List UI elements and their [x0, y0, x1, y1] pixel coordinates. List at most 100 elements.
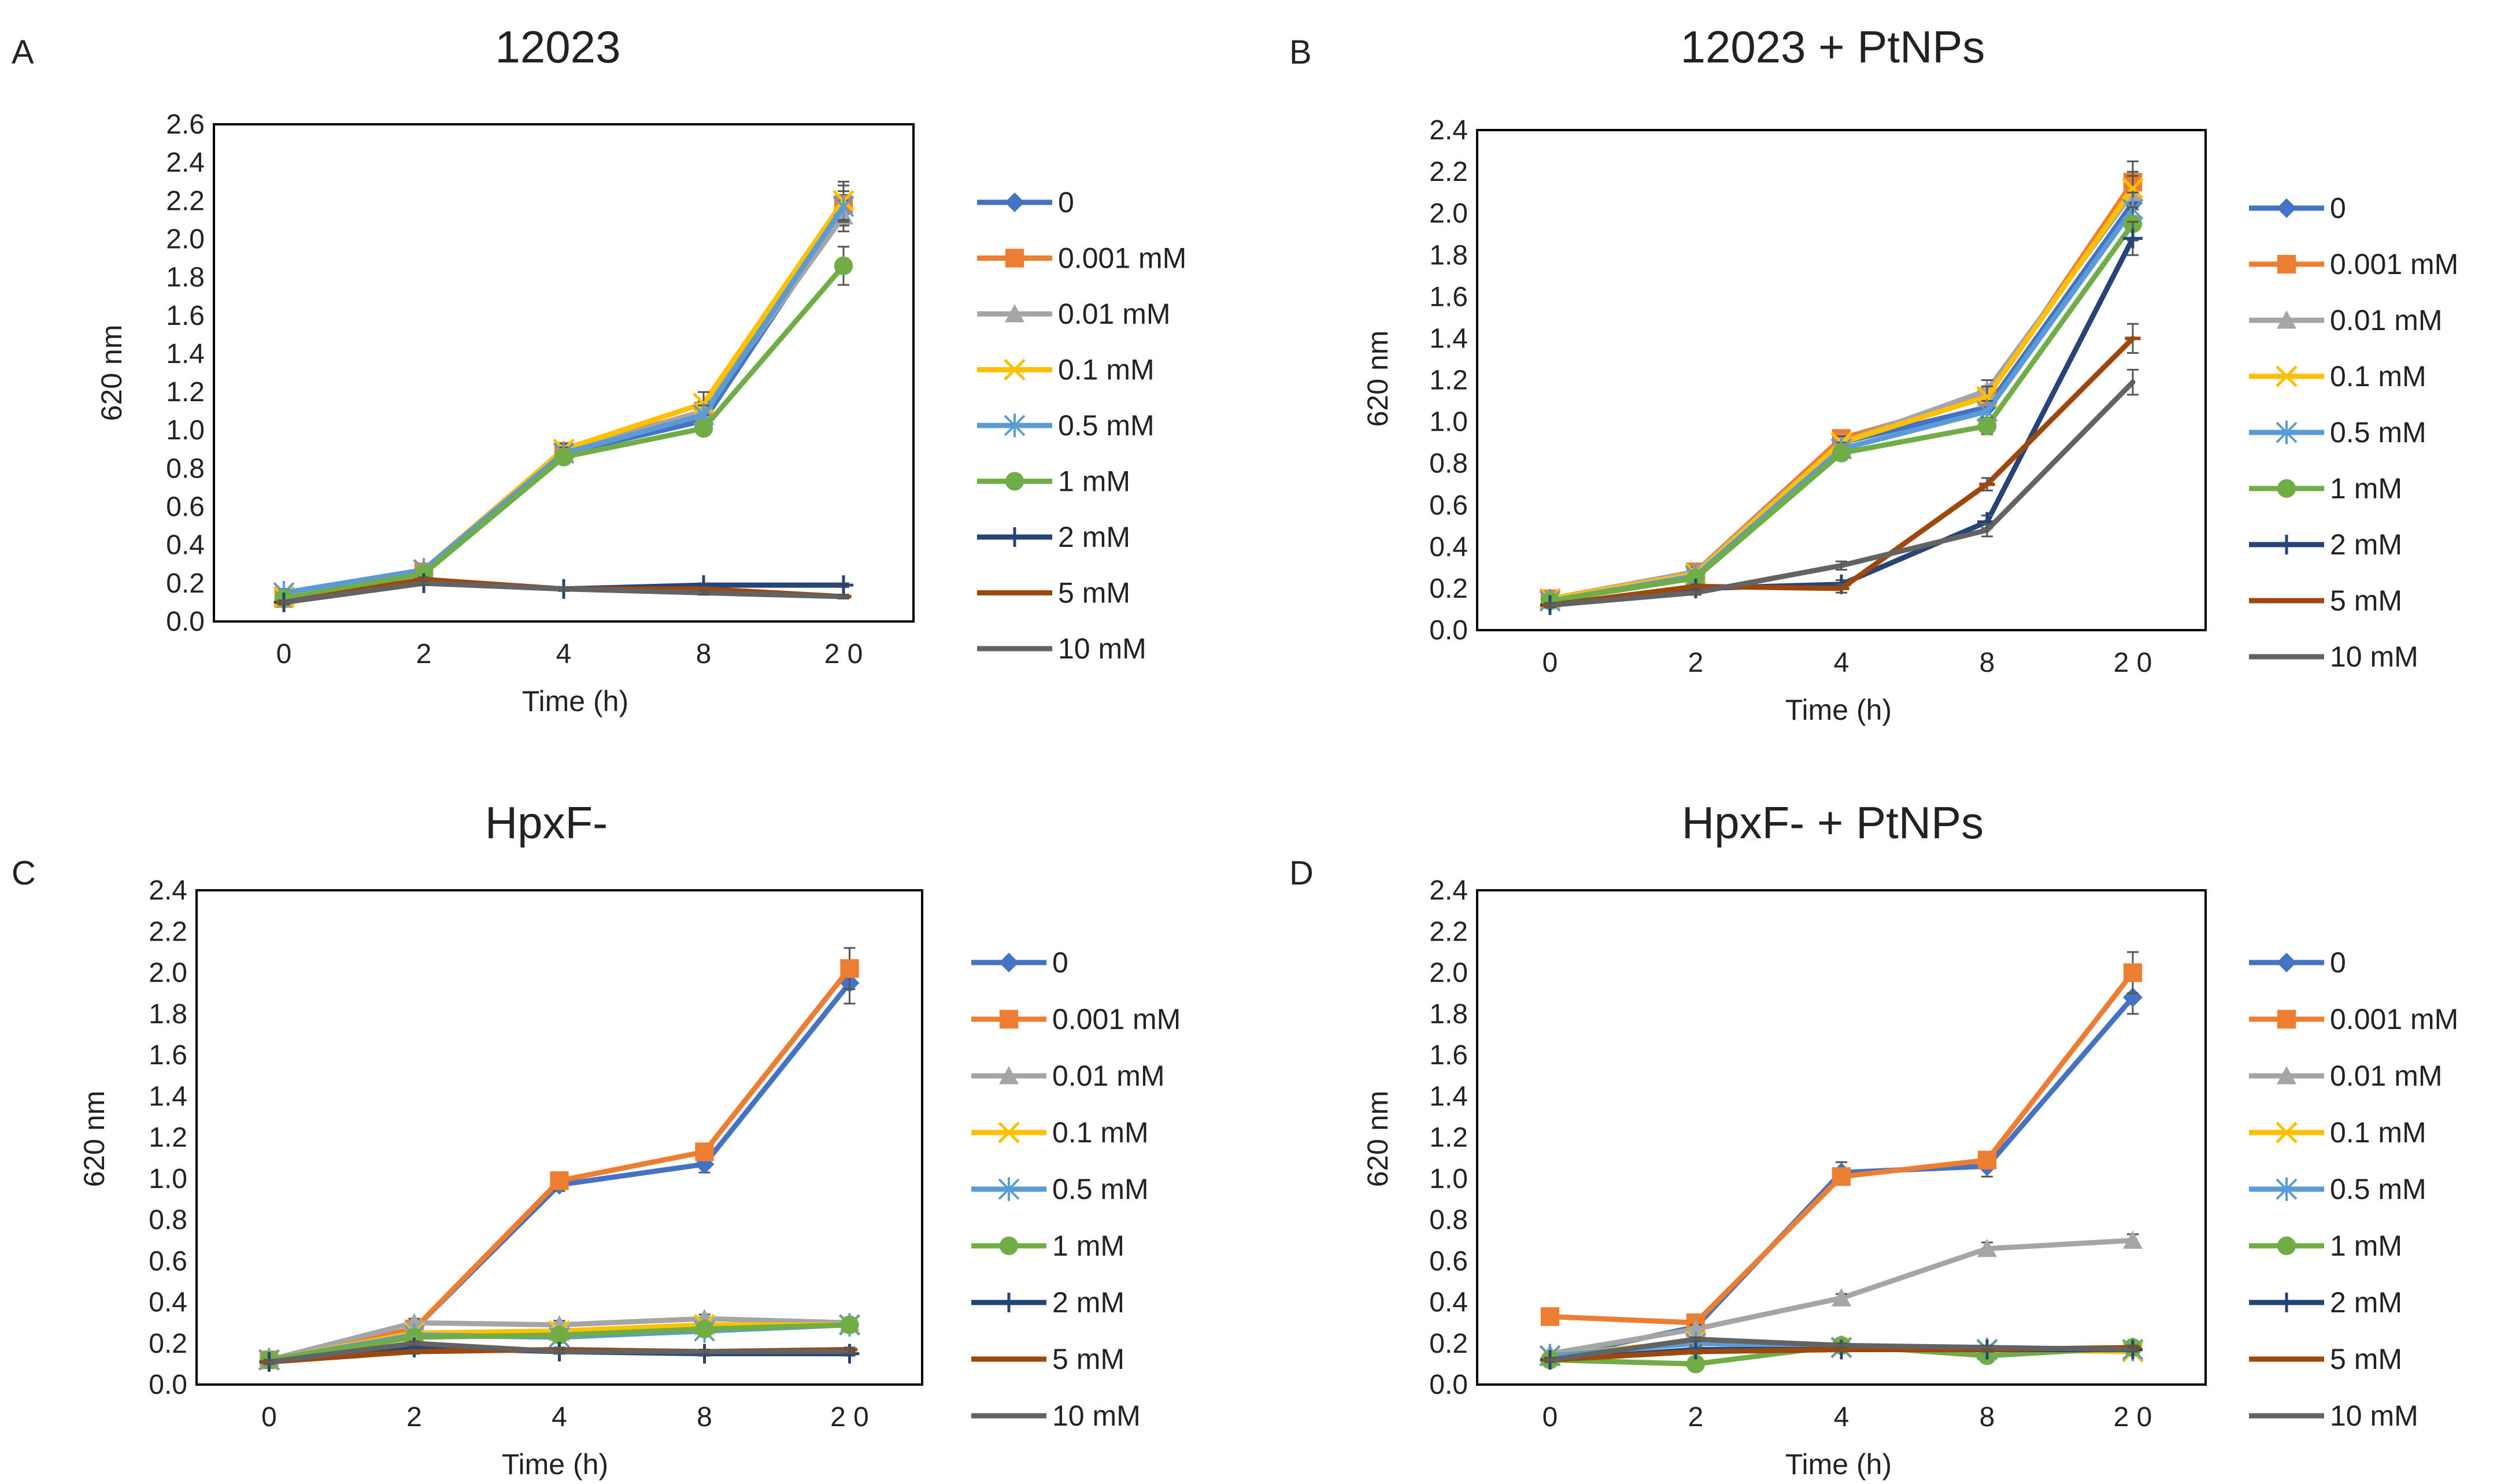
error-bar: [278, 599, 290, 605]
x-tick-label: 8: [1980, 1402, 1995, 1433]
x-tick-label: 2 0: [2114, 647, 2152, 678]
y-tick-label: 0.0: [1429, 615, 1468, 646]
y-tick-label: 2.0: [166, 224, 205, 254]
x-tick-labels: 0 2 4 8 2 0: [261, 1402, 869, 1433]
panel-letter: C: [12, 854, 36, 892]
legend-label: 0.01 mM: [2330, 304, 2443, 336]
y-tick-label: 0.6: [1429, 490, 1468, 521]
legend-item: 10 mM: [971, 1400, 1141, 1432]
legend-label: 0.001 mM: [1052, 1003, 1181, 1035]
y-tick-label: 1.8: [166, 262, 205, 293]
legend-marker: [1004, 413, 1026, 438]
legend-item: 2 mM: [2249, 528, 2402, 561]
legend-marker: [999, 1236, 1019, 1256]
series-9: [263, 1340, 856, 1365]
x-tick-label: 0: [1542, 647, 1558, 678]
y-tick-label: 0.2: [1429, 1328, 1468, 1359]
y-tick-label: 1.8: [149, 999, 187, 1030]
legend-label: 0.1 mM: [1058, 354, 1155, 386]
legend-label: 0.01 mM: [1052, 1060, 1165, 1092]
y-tick-label: 1.8: [1429, 999, 1468, 1030]
legend-item: 10 mM: [2249, 1400, 2418, 1432]
legend-item: 0.01 mM: [2249, 1060, 2443, 1092]
y-tick-label: 0.0: [149, 1370, 187, 1400]
legend-marker: [2277, 953, 2296, 972]
y-tick-label: 2.4: [149, 875, 187, 906]
y-tick-label: 1.2: [149, 1123, 187, 1153]
panel-letter: D: [1289, 854, 1314, 892]
data-point: [1686, 1355, 1706, 1374]
legend-marker: [2277, 1293, 2296, 1312]
y-tick-label: 2.4: [166, 147, 205, 178]
data-point: [550, 1326, 569, 1345]
error-bar: [844, 1348, 856, 1355]
legend-label: 0: [1052, 946, 1068, 979]
x-tick-label: 2 0: [824, 639, 863, 669]
legend-item: 10 mM: [977, 632, 1146, 665]
y-tick-label: 1.2: [1429, 365, 1468, 396]
data-point: [695, 1319, 714, 1338]
legend-marker: [1005, 249, 1024, 268]
legend-label: 2 mM: [2330, 1286, 2402, 1319]
legend-label: 1 mM: [1052, 1230, 1124, 1262]
legend-item: 0.01 mM: [2249, 304, 2443, 336]
y-tick-label: 2.0: [1429, 198, 1468, 229]
legend-marker: [1005, 527, 1024, 547]
series-3: [1540, 1230, 2143, 1363]
legend-label: 10 mM: [1058, 632, 1146, 665]
y-tick-label: 1.2: [166, 377, 205, 408]
legend-item: 0: [971, 946, 1068, 979]
legend-item: 1 mM: [2249, 1230, 2402, 1262]
y-tick-label: 0.8: [1429, 449, 1468, 479]
data-point: [840, 1315, 859, 1334]
series-layer: [1539, 951, 2144, 1374]
data-point: [554, 447, 574, 467]
x-axis-label: Time (h): [502, 1448, 608, 1481]
data-point: [834, 575, 853, 595]
legend-label: 0.5 mM: [2330, 1173, 2426, 1205]
error-bar: [558, 586, 569, 592]
legend-label: 0.001 mM: [2330, 1003, 2458, 1035]
x-tick-labels: 0 2 4 8 2 0: [276, 639, 863, 669]
legend-item: 0.5 mM: [2249, 1173, 2426, 1205]
legend-item: 2 mM: [2249, 1286, 2402, 1319]
legend-item: 0: [2249, 192, 2346, 224]
legend-label: 0.1 mM: [2330, 360, 2426, 393]
legend-label: 5 mM: [2330, 1343, 2402, 1375]
legend-marker: [2276, 1122, 2298, 1143]
error-bar: [1981, 1344, 1993, 1350]
series-layer: [273, 180, 854, 612]
series-9: [1544, 368, 2139, 608]
y-tick-label: 2.4: [1429, 875, 1468, 906]
panel-letter: A: [12, 34, 34, 71]
legend-item: 0.001 mM: [971, 1003, 1181, 1035]
error-bar: [698, 1348, 711, 1355]
series-9: [1544, 1336, 2139, 1363]
x-axis-label: Time (h): [522, 685, 628, 717]
data-point: [840, 959, 859, 978]
legend-item: 0: [2249, 946, 2346, 979]
y-axis-label: 620 nm: [1362, 1091, 1394, 1187]
legend-item: 5 mM: [2249, 1343, 2402, 1375]
legend: 0 0.001 mM 0.01 mM 0.1 mM 0.5 mM 1 mM 2 mM 5 mM…: [977, 186, 1186, 665]
plot-frame: [1476, 889, 2207, 1386]
legend-item: 5 mM: [2249, 584, 2402, 617]
y-tick-label: 1.4: [1429, 1081, 1468, 1112]
y-tick-label: 0.0: [166, 606, 205, 637]
x-tick-label: 0: [261, 1402, 277, 1433]
error-bar: [1690, 1336, 1701, 1342]
legend-item: 0.001 mM: [2249, 1003, 2458, 1035]
panel-a: A 12023 0.0 0.2 0.4 0.6 0.8 1.0 1.2 1.4 1.6 1.8 2.…: [12, 21, 1186, 717]
chart-title: 12023: [495, 21, 621, 72]
data-point: [2122, 177, 2144, 199]
legend-item: 1 mM: [977, 465, 1130, 498]
error-bar: [263, 1359, 275, 1365]
error-bar: [1544, 1357, 1556, 1363]
data-point: [1686, 1319, 1706, 1338]
legend-marker: [1005, 304, 1024, 323]
legend-item: 0.01 mM: [971, 1060, 1165, 1092]
series-layer: [258, 947, 861, 1372]
data-point: [1832, 443, 1851, 462]
legend-marker: [999, 1293, 1019, 1312]
